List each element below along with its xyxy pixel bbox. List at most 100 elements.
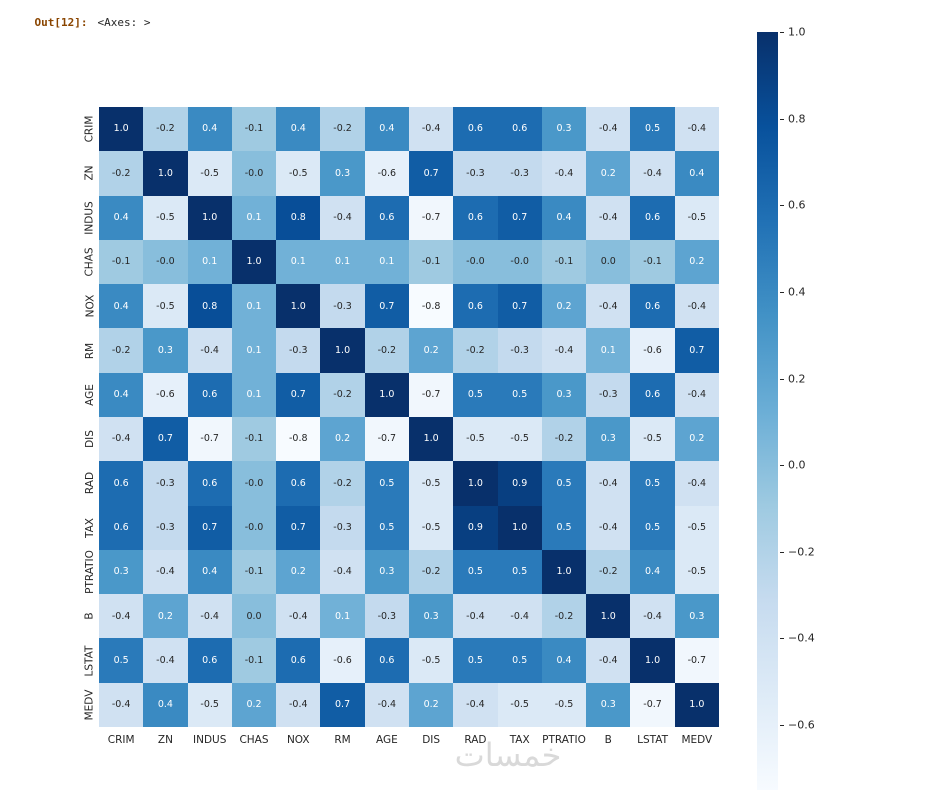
heatmap-cell: 0.1 — [231, 284, 277, 329]
heatmap-cell: -0.4 — [586, 461, 631, 506]
y-axis-tick-labels: CRIM ZN INDUS CHAS NOX RM AGE DIS RAD TAX PTRATIO B… — [68, 107, 96, 727]
heatmap-cell: -0.3 — [320, 284, 365, 329]
heatmap-cell: -0.3 — [276, 328, 321, 373]
heatmap-cell: 0.5 — [630, 461, 675, 506]
heatmap-cell: -0.4 — [541, 151, 587, 196]
heatmap-cell: 0.2 — [408, 328, 454, 373]
heatmap-cell: 1.0 — [630, 638, 675, 683]
heatmap-cell: -0.2 — [320, 461, 365, 506]
heatmap-cell: -0.4 — [674, 284, 719, 329]
heatmap-cell: 1.0 — [674, 682, 719, 727]
heatmap-cell: -0.2 — [586, 549, 631, 595]
heatmap-cell: -0.5 — [541, 682, 587, 727]
x-tick-label: PTRATIO — [542, 734, 586, 746]
heatmap-cell: -0.1 — [231, 549, 277, 595]
heatmap-cell: -0.1 — [231, 638, 277, 683]
heatmap-cell: 0.6 — [99, 505, 144, 550]
heatmap-cell: -0.0 — [231, 461, 277, 506]
heatmap-cell: -0.3 — [364, 594, 409, 639]
heatmap-cell: -0.2 — [143, 107, 188, 152]
heatmap-cell: 0.5 — [541, 505, 587, 550]
heatmap-cell: 0.4 — [99, 372, 144, 417]
heatmap-cell: 0.0 — [231, 594, 277, 639]
y-tick-label: RAD — [83, 472, 96, 495]
heatmap-cell: 1.0 — [541, 549, 587, 595]
heatmap-cell: -0.5 — [187, 151, 232, 196]
heatmap-cell: -0.7 — [630, 682, 675, 727]
x-tick-label: ZN — [157, 734, 173, 746]
heatmap-cell: 0.4 — [143, 682, 188, 727]
heatmap-cell: 0.3 — [541, 372, 587, 417]
colorbar-tick-mark — [780, 551, 784, 553]
heatmap-cell: 0.1 — [231, 372, 277, 417]
heatmap-cell: 0.5 — [497, 372, 542, 417]
y-tick-label: B — [83, 612, 96, 620]
heatmap-cell: 0.3 — [674, 594, 719, 639]
heatmap-cell: -0.4 — [276, 682, 321, 727]
out-value: <Axes: > — [97, 16, 151, 29]
heatmap-cell: 0.7 — [143, 416, 188, 462]
heatmap-cell: 1.0 — [143, 151, 188, 196]
heatmap-cell: 0.6 — [364, 195, 409, 240]
heatmap-cell: 0.5 — [453, 549, 498, 595]
heatmap-cell: 1.0 — [276, 284, 321, 329]
heatmap-cell: 0.5 — [453, 638, 498, 683]
y-tick-label: CRIM — [83, 115, 96, 143]
heatmap-cell: 0.6 — [497, 107, 542, 152]
heatmap-cell: -0.7 — [408, 372, 454, 417]
colorbar-tick-mark — [780, 638, 784, 640]
heatmap-cell: -0.4 — [408, 107, 454, 152]
heatmap-cell: -0.5 — [453, 416, 498, 462]
heatmap-cell: -0.4 — [630, 594, 675, 639]
heatmap-cell: 0.1 — [586, 328, 631, 373]
heatmap-cell: -0.6 — [143, 372, 188, 417]
heatmap-cell: -0.3 — [586, 372, 631, 417]
heatmap-cell: -0.7 — [187, 416, 232, 462]
heatmap-cell: 0.4 — [630, 549, 675, 595]
heatmap-cell: 0.6 — [187, 372, 232, 417]
heatmap-cell: 0.3 — [408, 594, 454, 639]
heatmap-cell: 0.6 — [630, 195, 675, 240]
heatmap-cell: 0.5 — [364, 461, 409, 506]
heatmap-cell: 0.4 — [99, 195, 144, 240]
heatmap-cell: -0.7 — [674, 638, 719, 683]
heatmap-cell: 1.0 — [320, 328, 365, 373]
heatmap-cell: -0.5 — [408, 638, 454, 683]
heatmap-cell: -0.2 — [320, 107, 365, 152]
heatmap-cell: 0.5 — [453, 372, 498, 417]
heatmap-cell: -0.5 — [630, 416, 675, 462]
colorbar-tick-mark — [780, 32, 784, 33]
heatmap-cell: -0.1 — [231, 416, 277, 462]
heatmap-cell: 0.1 — [320, 239, 365, 285]
heatmap-cell: -0.7 — [408, 195, 454, 240]
heatmap-cell: -0.0 — [453, 239, 498, 285]
colorbar-tick-label: 0.2 — [788, 372, 806, 385]
heatmap-cell: -0.5 — [276, 151, 321, 196]
watermark-text: خمسات — [454, 736, 562, 774]
heatmap-cell: -0.5 — [674, 505, 719, 550]
heatmap-cell: -0.1 — [630, 239, 675, 285]
heatmap-cell: 0.3 — [586, 682, 631, 727]
heatmap-cell: 0.8 — [187, 284, 232, 329]
colorbar-tick-label: 1.0 — [788, 25, 806, 39]
heatmap-cell: 0.3 — [320, 151, 365, 196]
heatmap-cell: 0.4 — [187, 549, 232, 595]
heatmap-cell: 0.6 — [630, 284, 675, 329]
heatmap-cell: 0.6 — [630, 372, 675, 417]
heatmap-cell: -0.4 — [453, 594, 498, 639]
heatmap-cell: 0.1 — [276, 239, 321, 285]
heatmap-grid: 1.0 -0.2 0.4 -0.1 0.4 -0.2 0.4 -0.4 0.6 0.6 0.3 -0.… — [99, 107, 719, 727]
heatmap-cell: -0.4 — [99, 416, 144, 462]
y-tick-label: RM — [83, 342, 96, 359]
heatmap-cell: 0.5 — [497, 549, 542, 595]
heatmap-cell: -0.4 — [586, 505, 631, 550]
heatmap-cell: -0.2 — [364, 328, 409, 373]
x-tick-label: B — [604, 734, 612, 746]
heatmap-cell: 0.3 — [364, 549, 409, 595]
heatmap-cell: -0.1 — [541, 239, 587, 285]
heatmap-cell: -0.4 — [541, 328, 587, 373]
heatmap-cell: -0.3 — [497, 328, 542, 373]
heatmap-cell: -0.4 — [320, 549, 365, 595]
x-tick-label: RM — [334, 734, 351, 746]
